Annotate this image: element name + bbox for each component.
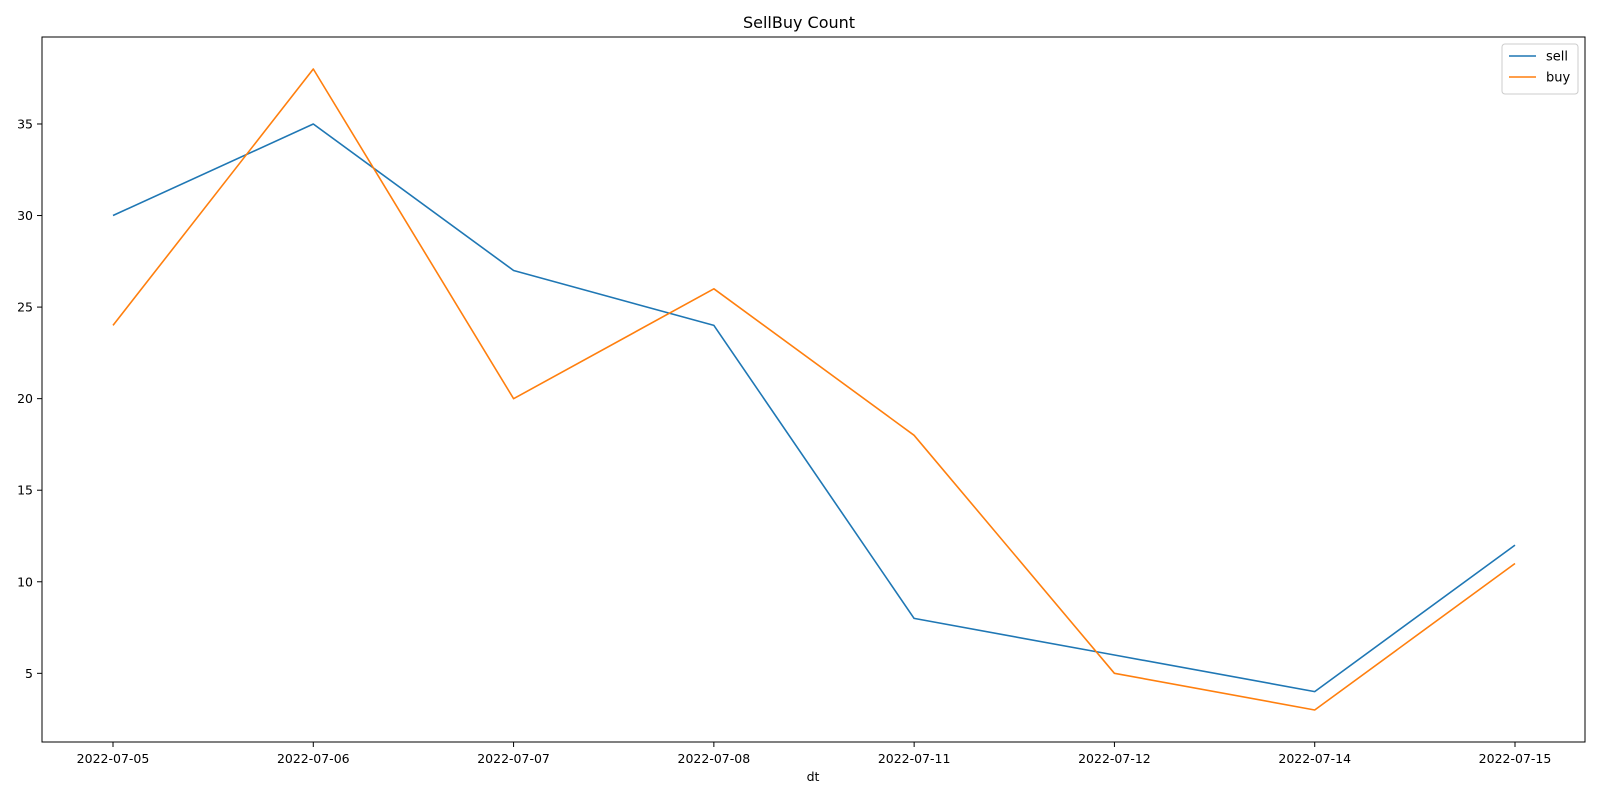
- x-tick-label: 2022-07-11: [878, 751, 951, 766]
- y-tick-label: 20: [17, 391, 33, 406]
- x-tick-label: 2022-07-07: [477, 751, 550, 766]
- legend-label-sell: sell: [1546, 50, 1568, 65]
- y-tick-label: 15: [17, 483, 33, 498]
- series-line-buy: [112, 68, 1516, 711]
- chart-title: SellBuy Count: [743, 13, 855, 32]
- x-axis: 2022-07-05 2022-07-06 2022-07-07 2022-07-08…: [77, 742, 1552, 766]
- x-axis-label: dt: [807, 769, 820, 784]
- x-tick-label: 2022-07-05: [77, 751, 150, 766]
- series-group: [112, 68, 1516, 711]
- y-tick-label: 10: [17, 574, 33, 589]
- series-line-sell: [112, 123, 1516, 693]
- x-tick-label: 2022-07-14: [1278, 751, 1351, 766]
- plot-frame: [41, 36, 1586, 743]
- y-axis: 5 10 15 20 25 30 35: [17, 116, 42, 681]
- x-tick-label: 2022-07-06: [277, 751, 350, 766]
- y-tick-label: 25: [17, 300, 33, 315]
- y-tick-label: 35: [17, 116, 33, 131]
- y-tick-label: 30: [17, 208, 33, 223]
- legend-label-buy: buy: [1546, 71, 1570, 86]
- x-tick-label: 2022-07-12: [1078, 751, 1151, 766]
- x-tick-label: 2022-07-15: [1479, 751, 1552, 766]
- y-tick-label: 5: [25, 666, 33, 681]
- x-tick-label: 2022-07-08: [678, 751, 751, 766]
- legend: sell buy: [1501, 43, 1579, 95]
